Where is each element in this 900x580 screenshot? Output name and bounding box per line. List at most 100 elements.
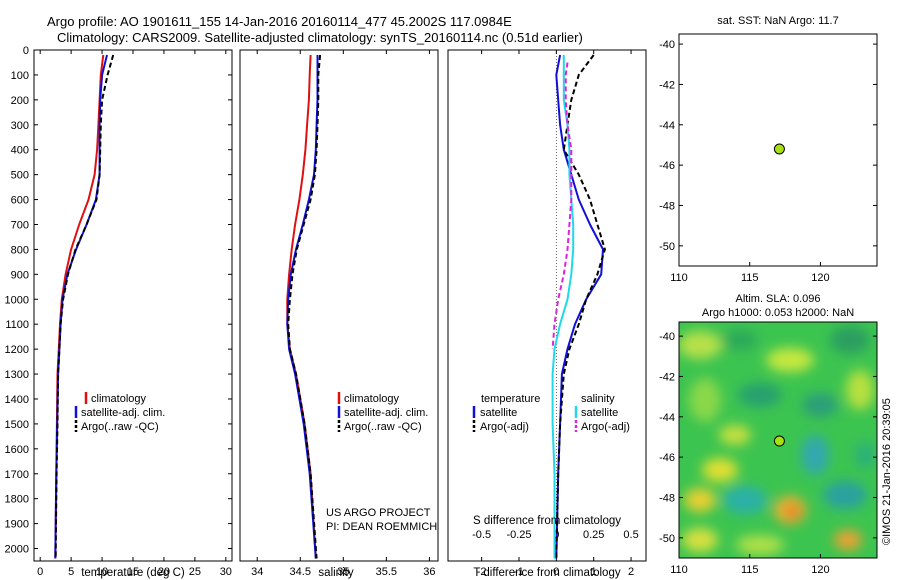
- temperature-legend: climatology satellite-adj. clim. Argo(..…: [74, 392, 165, 433]
- lat-tick-label: -44: [659, 120, 675, 132]
- series-line-argo-raw-qc: [287, 54, 322, 559]
- sla-map-frame: [678, 321, 878, 559]
- depth-tick-label: 100: [11, 70, 29, 82]
- s-tick-label: -0.25: [506, 529, 531, 541]
- lon-tick-label: 115: [741, 272, 759, 284]
- sla-map-panel: Altim. SLA: 0.096 Argo h1000: 0.053 h200…: [659, 293, 878, 576]
- x-tick-label: -2: [477, 566, 487, 578]
- series-line-argo-raw-qc: [54, 54, 115, 559]
- x-tick-label: 1: [591, 566, 597, 578]
- legend-s-satellite: satellite: [581, 407, 618, 419]
- depth-tick-label: 1200: [5, 344, 29, 356]
- depth-tick-label: 200: [11, 95, 29, 107]
- figure-title-line2: Climatology: CARS2009. Satellite-adjuste…: [57, 30, 583, 45]
- s-tick-label: 0.25: [583, 529, 604, 541]
- depth-tick-label: 1700: [5, 469, 29, 481]
- temperature-profiles: [54, 54, 115, 559]
- lon-tick-label: 120: [811, 272, 829, 284]
- depth-tick-label: 1600: [5, 444, 29, 456]
- series-line-satellite: [551, 55, 575, 559]
- sst-map-panel: sat. SST: NaN Argo: 11.7 -40 -42 -44 -46 -48…: [659, 15, 878, 284]
- legend-s-argo: Argo(-adj): [581, 421, 630, 433]
- legend-header-salinity: salinity: [581, 393, 615, 405]
- sla-heatmap-field: [679, 322, 877, 558]
- depth-tick-label: 2000: [5, 544, 29, 556]
- depth-tick-label: 1400: [5, 394, 29, 406]
- series-line-satellite: [555, 54, 604, 559]
- lat-tick-label: -44: [659, 412, 675, 424]
- series-line-argo-adj: [551, 62, 573, 350]
- salinity-panel: 34 34.5 35 35.5 36 salinity climatology sate…: [239, 49, 439, 579]
- difference-tick-labels: -2 -1 0 1 2-0.5 -0.25 0 0.25 0.5: [472, 50, 639, 578]
- series-line-argo-adj: [555, 54, 606, 559]
- lat-tick-label: -40: [659, 39, 675, 51]
- depth-tick-label: 500: [11, 170, 29, 182]
- legend-argo: Argo(..raw -QC): [344, 421, 422, 433]
- lat-tick-label: -50: [659, 533, 675, 545]
- salinity-tick-labels: 34 34.5 35 35.5 36: [251, 50, 436, 578]
- salinity-profiles: [286, 54, 322, 559]
- x-tick-label: 35: [337, 566, 349, 578]
- sla-map-title: Altim. SLA: 0.096: [736, 293, 821, 305]
- s-tick-label: -0.5: [472, 529, 491, 541]
- depth-tick-label: 600: [11, 195, 29, 207]
- lat-tick-label: -40: [659, 331, 675, 343]
- x-tick-label: 35.5: [376, 566, 397, 578]
- depth-tick-label: 700: [11, 219, 29, 231]
- legend-climatology: climatology: [344, 393, 400, 405]
- temperature-panel: 0100200300400500600700800900100011001200…: [5, 45, 646, 579]
- legend-argo: Argo(..raw -QC): [81, 421, 159, 433]
- imos-timestamp: ©IMOS 21-Jan-2016 20:39:05: [881, 398, 893, 545]
- difference-axes-frame: [447, 49, 647, 562]
- depth-tick-label: 0: [23, 45, 29, 57]
- sst-map-float-position: [773, 143, 785, 155]
- x-tick-label: 34: [251, 566, 263, 578]
- depth-tick-label: 1800: [5, 494, 29, 506]
- salinity-legend: climatology satellite-adj. clim. Argo(..…: [337, 392, 428, 433]
- temperature-axes-frame: [33, 49, 233, 562]
- pi-credit: PI: DEAN ROEMMICH: [326, 521, 437, 533]
- depth-tick-label: 1000: [5, 294, 29, 306]
- sla-map-subtitle: Argo h1000: 0.053 h2000: NaN: [702, 307, 854, 319]
- lat-tick-label: -46: [659, 160, 675, 172]
- difference-panel: -2 -1 0 1 2-0.5 -0.25 0 0.25 0.5 T difference fr…: [447, 49, 647, 579]
- lat-tick-label: -50: [659, 241, 675, 253]
- x-tick-label: 0: [553, 566, 559, 578]
- x-tick-label: 0: [37, 566, 43, 578]
- lon-tick-label: 115: [741, 564, 759, 576]
- x-tick-label: 36: [423, 566, 435, 578]
- x-tick-label: 5: [68, 566, 74, 578]
- depth-tick-label: 1100: [5, 319, 29, 331]
- legend-satellite-adj: satellite-adj. clim.: [81, 407, 165, 419]
- float-position-marker: [773, 435, 785, 447]
- x-tick-label: 34.5: [290, 566, 311, 578]
- depth-tick-label: 1500: [5, 419, 29, 431]
- depth-tick-label: 1900: [5, 519, 29, 531]
- x-tick-label: 15: [127, 566, 139, 578]
- depth-tick-label: 400: [11, 145, 29, 157]
- x-tick-label: 20: [158, 566, 170, 578]
- figure-title-line1: Argo profile: AO 1901611_155 14-Jan-2016…: [47, 14, 512, 29]
- lat-tick-label: -42: [659, 371, 675, 383]
- lat-tick-label: -46: [659, 452, 675, 464]
- legend-t-satellite: satellite: [480, 407, 517, 419]
- project-credit: US ARGO PROJECT: [326, 507, 431, 519]
- salinity-axes-frame: [239, 49, 439, 562]
- x-tick-label: 2: [628, 566, 634, 578]
- s-tick-label: 0.5: [623, 529, 638, 541]
- lon-tick-label: 110: [670, 564, 688, 576]
- x-tick-label: 25: [189, 566, 201, 578]
- lat-tick-label: -42: [659, 79, 675, 91]
- depth-tick-label: 1300: [5, 369, 29, 381]
- lat-tick-label: -48: [659, 492, 675, 504]
- difference-xlabel: T difference from climatology: [473, 567, 620, 579]
- lon-tick-label: 110: [670, 272, 688, 284]
- difference-legend: temperature salinity satellite Argo(-adj…: [472, 393, 630, 433]
- depth-tick-label: 300: [11, 120, 29, 132]
- x-tick-label: 30: [220, 566, 232, 578]
- salinity-difference-label: S difference from climatology: [473, 515, 621, 527]
- depth-tick-label: 800: [11, 244, 29, 256]
- legend-t-argo: Argo(-adj): [480, 421, 529, 433]
- float-position-marker: [773, 143, 785, 155]
